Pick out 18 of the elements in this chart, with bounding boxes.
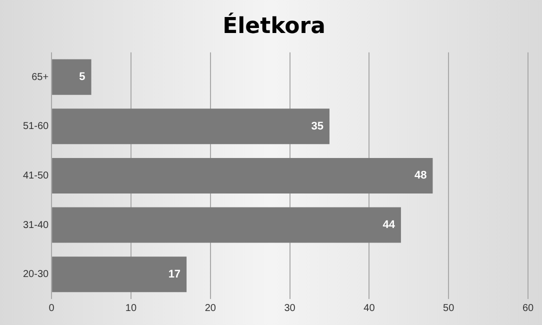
- x-tick-label: 20: [204, 302, 216, 314]
- data-label: 44: [382, 219, 396, 232]
- x-tick-label: 0: [48, 302, 55, 314]
- y-tick-label: 31-40: [23, 220, 50, 231]
- x-tick-label: 30: [284, 302, 296, 314]
- y-tick-label: 41-50: [23, 170, 50, 182]
- x-tick-label: 10: [125, 302, 137, 314]
- data-label: 35: [311, 120, 324, 132]
- y-tick-label: 20-30: [23, 269, 50, 280]
- chart-title: Életkora: [222, 12, 326, 39]
- x-tick-label: 60: [522, 302, 534, 314]
- data-label: 17: [168, 268, 181, 280]
- x-tick-label: 50: [443, 302, 455, 314]
- y-tick-label: 51-60: [23, 121, 50, 132]
- data-label: 48: [414, 170, 427, 182]
- x-tick-label: 40: [364, 302, 376, 314]
- y-tick-label: 65+: [32, 72, 49, 83]
- data-label: 5: [79, 71, 86, 84]
